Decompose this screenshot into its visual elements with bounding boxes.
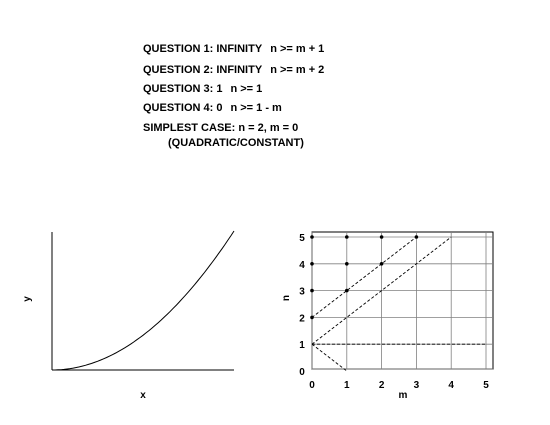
lattice-point	[310, 235, 314, 239]
note-simplest-case-subtitle: (QUADRATIC/CONSTANT)	[168, 137, 304, 149]
y-tick-label: 5	[299, 233, 305, 244]
x-tick-label: 1	[344, 380, 350, 391]
question-3-condition: n >= 1	[230, 83, 263, 95]
lattice-grid	[311, 232, 493, 370]
lattice-plot-frame	[311, 231, 494, 370]
x-tick-label: 0	[309, 380, 315, 391]
lattice-constraint-lines	[311, 236, 486, 372]
lattice-x-axis-label: m	[399, 390, 408, 401]
question-4-condition: n >= 1 - m	[230, 102, 282, 114]
lattice-y-tick-labels: 0 1 2 3 4 5	[299, 233, 305, 378]
lattice-point	[414, 235, 419, 239]
question-1-condition: n >= m + 1	[270, 43, 325, 55]
x-axis-label: x	[140, 390, 146, 401]
y-tick-label: 1	[299, 340, 305, 351]
x-tick-label: 5	[483, 380, 489, 391]
lattice-point	[379, 262, 384, 266]
lattice-point	[345, 288, 349, 293]
lattice-point	[310, 315, 314, 320]
y-tick-label: 2	[299, 313, 305, 324]
lattice-x-tick-labels: 0 1 2 3 4 5	[309, 380, 489, 391]
constraint-line	[311, 236, 452, 345]
y-tick-label: 3	[299, 287, 305, 298]
question-2-label: QUESTION 2: INFINITY	[143, 64, 263, 76]
x-tick-label: 4	[448, 380, 454, 391]
y-axis-label: y	[22, 296, 33, 302]
lattice-points	[310, 235, 419, 320]
note-simplest-case: SIMPLEST CASE: n = 2, m = 0	[143, 122, 299, 134]
x-tick-label: 3	[414, 380, 420, 391]
lattice-point	[345, 235, 349, 239]
question-3-label: QUESTION 3: 1	[143, 83, 223, 95]
question-4-label: QUESTION 4: 0	[143, 102, 223, 114]
note-question-1: QUESTION 1: INFINITY n >= m + 1	[143, 43, 324, 56]
constraint-line	[311, 236, 417, 318]
question-1-label: QUESTION 1: INFINITY	[143, 43, 263, 55]
constraint-line	[311, 343, 348, 372]
note-question-3: QUESTION 3: 1 n >= 1	[143, 83, 262, 96]
lattice-point	[379, 235, 384, 239]
lattice-point	[310, 288, 314, 293]
lattice-point	[310, 262, 314, 266]
lattice-point	[345, 262, 349, 266]
question-2-condition: n >= m + 2	[270, 64, 325, 76]
parabola-curve	[52, 230, 235, 371]
lattice-plot: 0 1 2 3 4 5 0 1 2 3 4 5 m n	[281, 231, 494, 401]
y-tick-label: 4	[299, 260, 305, 271]
lattice-y-axis-label: n	[281, 295, 292, 301]
note-question-4: QUESTION 4: 0 n >= 1 - m	[143, 102, 282, 115]
parabola-plot: x y	[22, 230, 235, 401]
note-question-2: QUESTION 2: INFINITY n >= m + 2	[143, 64, 324, 77]
x-tick-label: 2	[379, 380, 385, 391]
y-tick-label: 0	[299, 367, 305, 378]
